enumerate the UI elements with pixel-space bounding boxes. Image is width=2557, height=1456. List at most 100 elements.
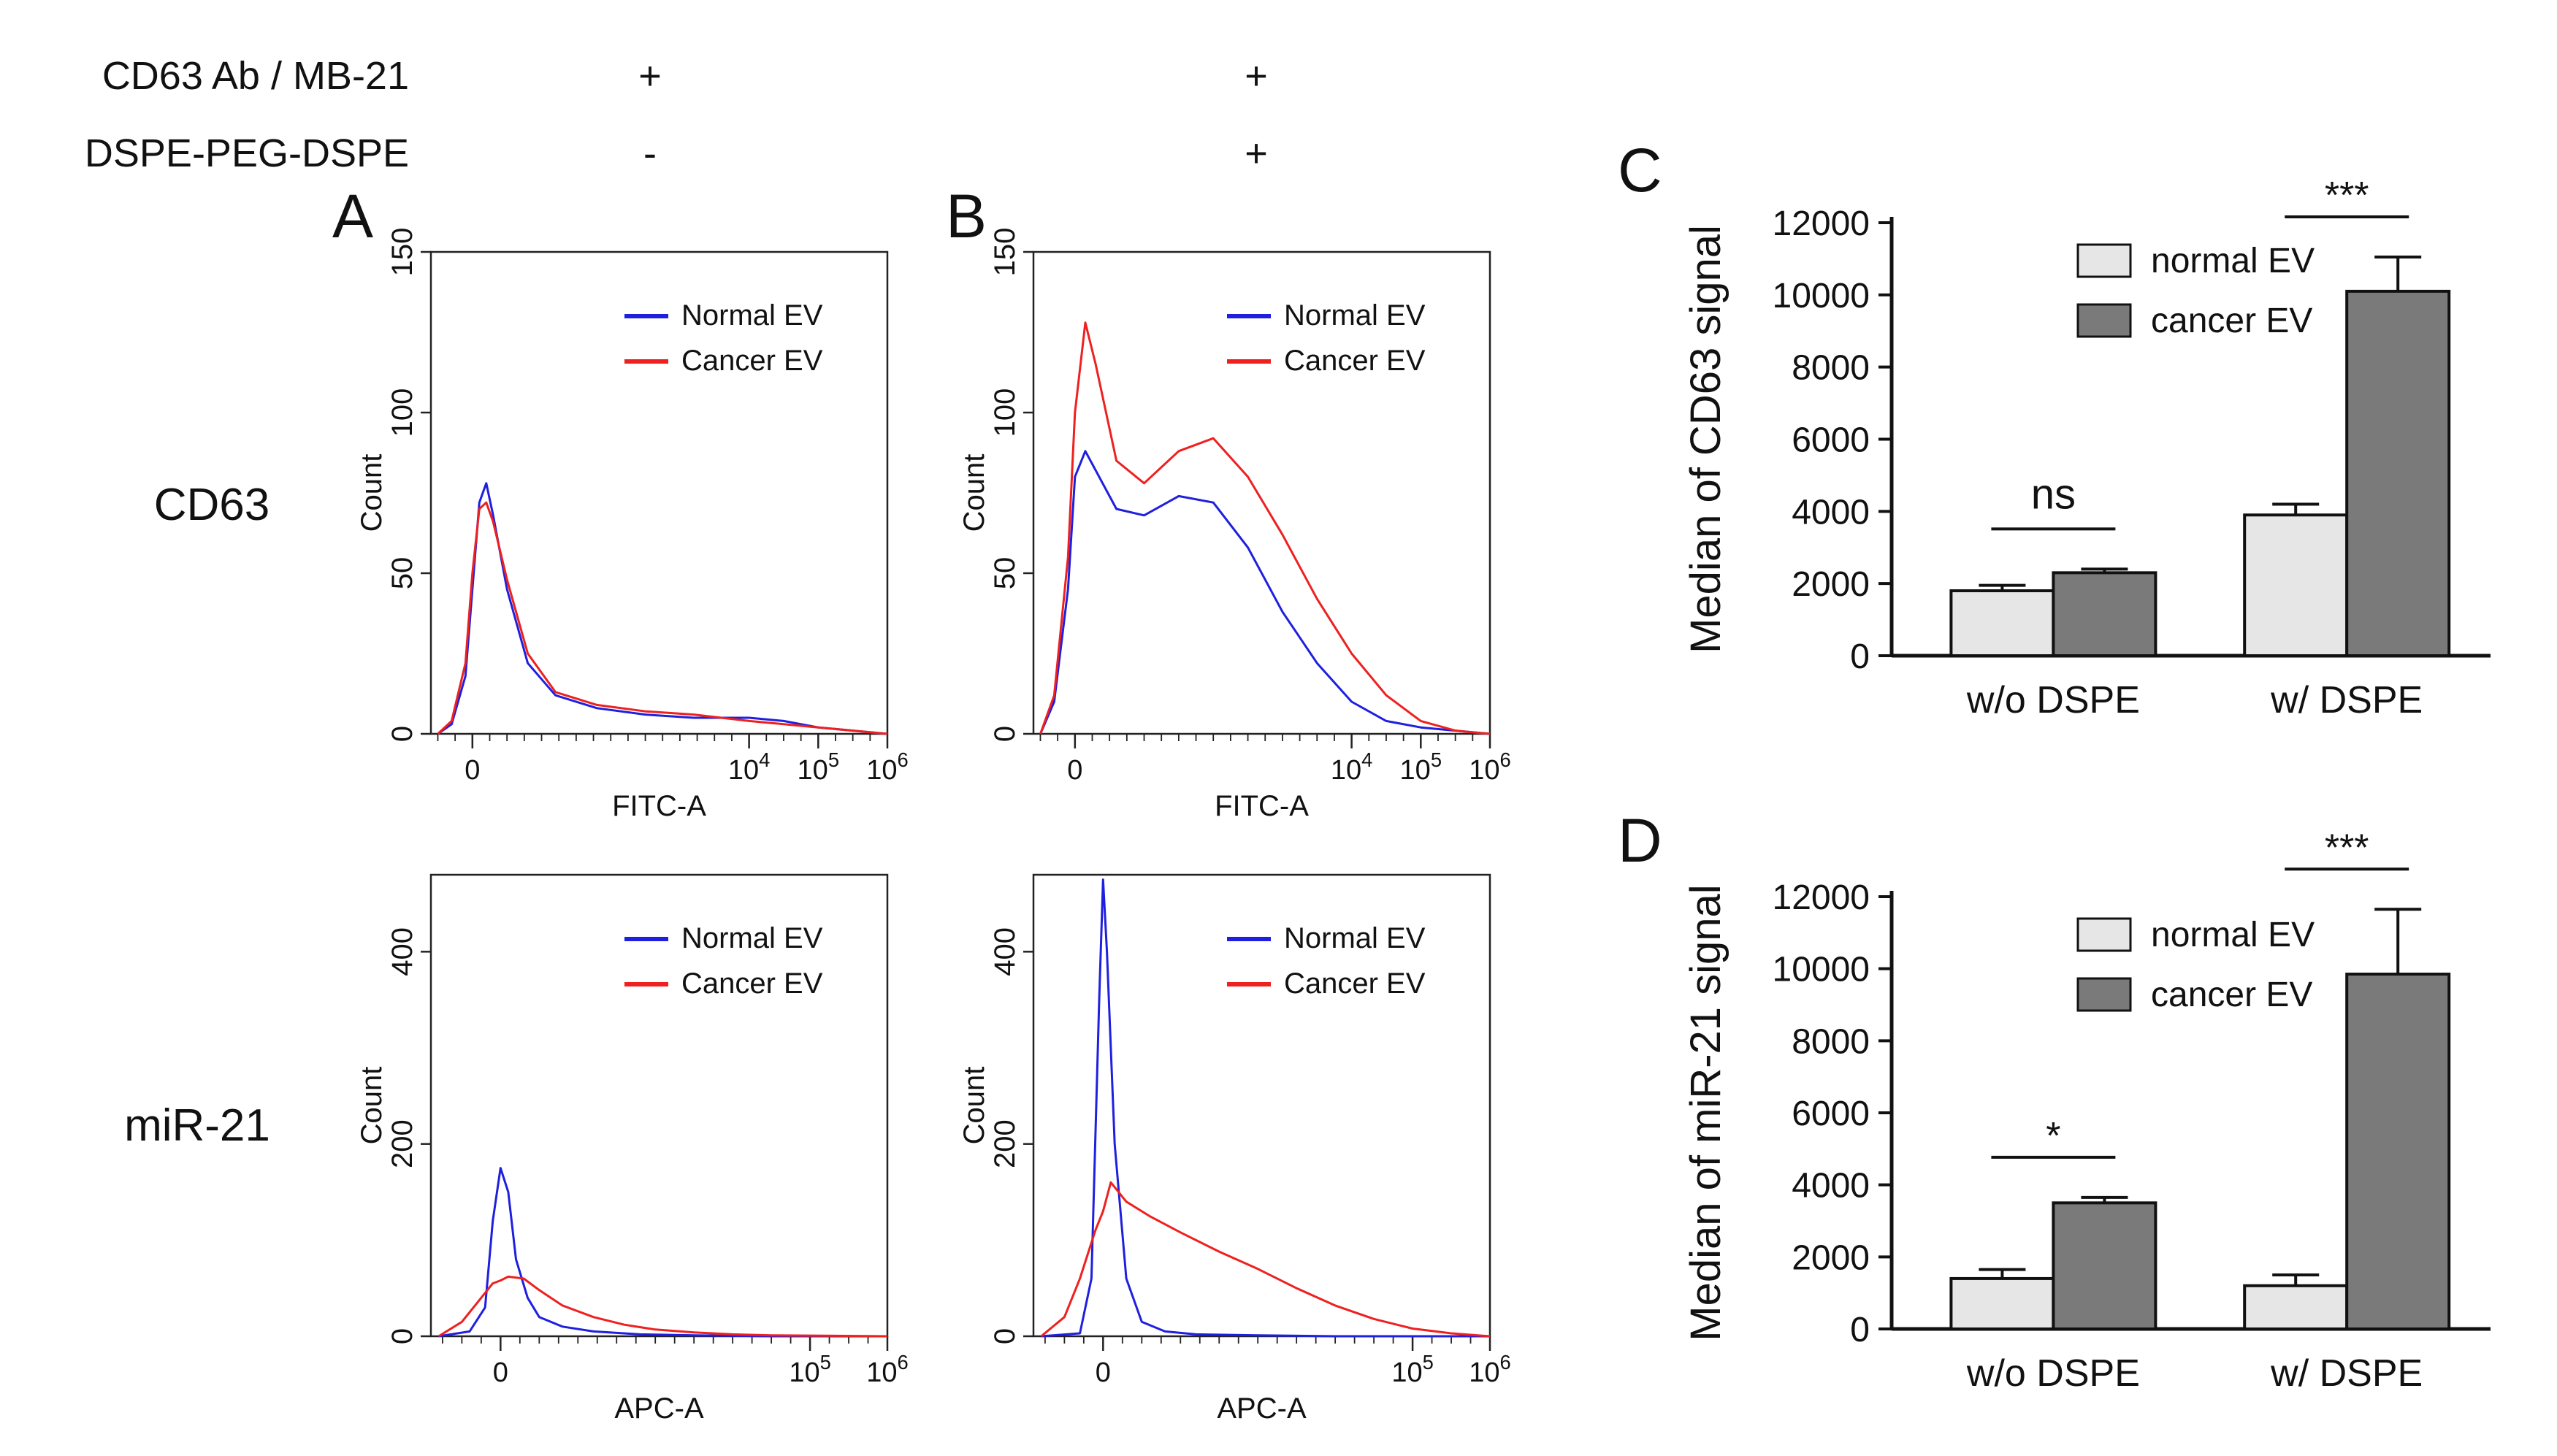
y-axis-label: Count <box>356 1067 388 1145</box>
bar-normal-ev <box>1949 1276 2055 1331</box>
x-tick-label: 105 <box>1391 1351 1434 1388</box>
y-tick-label: 4000 <box>1792 493 1870 532</box>
significance-label: * <box>2046 1115 2060 1157</box>
row-label-mir21: miR-21 <box>124 1100 270 1151</box>
y-tick-label: 12000 <box>1773 878 1870 917</box>
x-tick-label: 105 <box>798 748 840 786</box>
legend-label-normal: Normal EV <box>1284 922 1426 954</box>
cancer-ev-histogram-line <box>1039 321 1491 735</box>
condition-row1-col-b: + <box>1245 54 1268 98</box>
bar-normal-ev <box>1949 589 2055 657</box>
histogram-mir21-with-dspe: 0 200 400 0 105 106 APC-A Count Normal EV Cancer … <box>958 873 1511 1425</box>
condition-row1-label: CD63 Ab / MB-21 <box>102 54 409 98</box>
legend-swatch-cancer-ev <box>2076 303 2132 338</box>
bar-normal-ev <box>2243 513 2349 658</box>
y-tick-label: 0 <box>989 726 1021 742</box>
plot-frame <box>1032 250 1491 735</box>
y-tick-label: 8000 <box>1792 1022 1870 1061</box>
plot-frame <box>429 873 889 1338</box>
bar-normal-ev <box>2243 1284 2349 1331</box>
x-tick-label: 104 <box>728 748 771 786</box>
condition-row2-col-a: - <box>643 131 657 175</box>
y-axis-label: Median of CD63 signal <box>1682 225 1729 654</box>
panel-letter-b: B <box>946 182 987 250</box>
cancer-ev-histogram-line <box>437 501 888 735</box>
x-tick-label: 105 <box>1400 748 1442 786</box>
histogram-mir21-without-dspe: 0 200 400 0 105 106 APC-A Count Normal EV Cancer … <box>356 873 909 1425</box>
x-axis-label: FITC-A <box>1215 790 1309 822</box>
condition-row2-col-b: + <box>1245 131 1268 175</box>
bar-cancer-ev <box>2345 973 2451 1330</box>
panel-letter-d: D <box>1618 806 1662 875</box>
y-tick-label: 50 <box>989 557 1021 590</box>
legend-label-normal: Normal EV <box>681 922 823 954</box>
legend-label-cancer-ev: cancer EV <box>2151 302 2312 340</box>
normal-ev-histogram-line <box>1039 450 1491 735</box>
panel-letter-c: C <box>1618 136 1662 204</box>
significance-label: *** <box>2325 175 2369 217</box>
bar-cancer-ev <box>2052 571 2157 658</box>
legend-swatch-normal-ev <box>2076 243 2132 278</box>
y-axis-label: Median of miR-21 signal <box>1682 884 1729 1341</box>
significance-label: *** <box>2325 827 2369 869</box>
x-tick-label: 105 <box>789 1351 831 1388</box>
histogram-cd63-without-dspe: 0 50 100 150 0 104 105 106 FITC-A Count Normal EV C… <box>356 228 909 822</box>
x-category-label: w/o DSPE <box>1966 679 2140 721</box>
x-tick-label: 104 <box>1331 748 1373 786</box>
x-tick-label: 106 <box>1469 748 1511 786</box>
y-tick-label: 200 <box>386 1119 418 1168</box>
y-tick-label: 150 <box>386 228 418 277</box>
y-tick-label: 50 <box>386 557 418 590</box>
y-tick-label: 6000 <box>1792 1095 1870 1133</box>
condition-row1-col-a: + <box>638 54 662 98</box>
y-tick-label: 10000 <box>1773 277 1870 315</box>
y-tick-label: 200 <box>989 1119 1021 1168</box>
x-tick-label: 106 <box>1469 1351 1511 1388</box>
x-tick-label: 0 <box>1067 755 1082 786</box>
plot-frame <box>429 250 889 735</box>
y-axis-label: Count <box>958 454 990 532</box>
legend-label-normal-ev: normal EV <box>2151 916 2315 954</box>
x-tick-label: 106 <box>866 1351 909 1388</box>
y-tick-label: 150 <box>989 228 1021 277</box>
legend-label-cancer-ev: cancer EV <box>2151 976 2312 1014</box>
y-axis-label: Count <box>356 454 388 532</box>
y-tick-label: 4000 <box>1792 1167 1870 1206</box>
legend-label-normal-ev: normal EV <box>2151 242 2315 280</box>
bar-cancer-ev <box>2052 1201 2157 1331</box>
legend-label-normal: Normal EV <box>681 299 823 332</box>
normal-ev-histogram-line <box>1041 878 1490 1338</box>
y-tick-label: 0 <box>386 726 418 742</box>
x-category-label: w/o DSPE <box>1966 1352 2140 1395</box>
legend-label-normal: Normal EV <box>1284 299 1426 332</box>
significance-label: ns <box>2031 470 2076 518</box>
x-axis-label: APC-A <box>1217 1392 1307 1425</box>
y-tick-label: 0 <box>1850 637 1870 676</box>
y-tick-label: 2000 <box>1792 565 1870 604</box>
cancer-ev-histogram-line <box>437 1275 888 1338</box>
y-tick-label: 100 <box>386 388 418 437</box>
legend-label-cancer: Cancer EV <box>1284 345 1426 377</box>
cancer-ev-histogram-line <box>1040 1181 1491 1338</box>
x-tick-label: 0 <box>1096 1357 1111 1388</box>
y-tick-label: 100 <box>989 388 1021 437</box>
legend-label-cancer: Cancer EV <box>681 345 823 377</box>
x-tick-label: 0 <box>465 755 480 786</box>
y-tick-label: 400 <box>989 927 1021 976</box>
x-tick-label: 0 <box>493 1357 508 1388</box>
y-axis-label: Count <box>958 1067 990 1145</box>
condition-row2-label: DSPE-PEG-DSPE <box>85 131 409 175</box>
bar-chart-cd63-median: 0 2000 4000 6000 8000 10000 12000 Median of CD6… <box>1682 175 2491 721</box>
x-axis-label: APC-A <box>614 1392 704 1425</box>
x-axis-label: FITC-A <box>612 790 706 822</box>
legend-swatch-cancer-ev <box>2076 977 2132 1012</box>
y-tick-label: 10000 <box>1773 951 1870 989</box>
legend-swatch-normal-ev <box>2076 917 2132 952</box>
legend-label-cancer: Cancer EV <box>1284 968 1426 1000</box>
bar-cancer-ev <box>2345 289 2451 657</box>
panel-letter-a: A <box>332 182 373 250</box>
histogram-cd63-with-dspe: 0 50 100 150 0 104 105 106 FITC-A Count Normal EV C… <box>958 228 1511 822</box>
normal-ev-histogram-line <box>438 1167 887 1338</box>
bar-chart-mir21-median: 0 2000 4000 6000 8000 10000 12000 Median of miR… <box>1682 827 2491 1395</box>
